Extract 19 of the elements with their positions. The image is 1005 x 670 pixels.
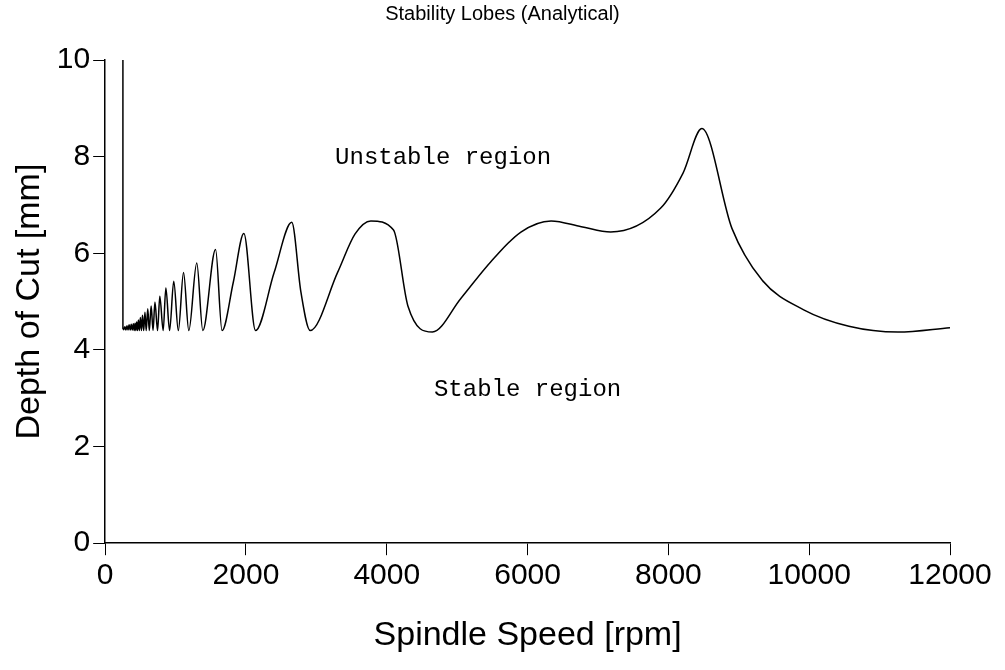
x-axis-title: Spindle Speed [rpm]: [373, 613, 682, 652]
y-tick-label: 2: [73, 427, 91, 461]
y-tick-label: 4: [73, 331, 91, 365]
y-tick-label: 8: [73, 137, 91, 171]
x-tick-label: 10000: [767, 557, 851, 591]
y-tick-label: 0: [73, 524, 91, 558]
x-tick-label: 12000: [908, 557, 992, 591]
line-series: [122, 60, 950, 333]
annotation: Stable region: [433, 375, 622, 403]
annotation: Unstable region: [335, 143, 552, 171]
y-tick-label: 10: [56, 41, 91, 75]
x-tick-label: 6000: [494, 557, 561, 591]
x-tick-label: 2000: [212, 557, 280, 591]
chart-title: Stability Lobes (Analytical): [384, 2, 621, 25]
x-tick-label: 4000: [353, 557, 421, 591]
y-tick-label: 6: [73, 234, 91, 268]
x-tick-label: 8000: [635, 557, 702, 591]
y-axis-title: Depth of Cut [mm]: [7, 163, 46, 440]
x-tick-label: 0: [96, 557, 114, 591]
